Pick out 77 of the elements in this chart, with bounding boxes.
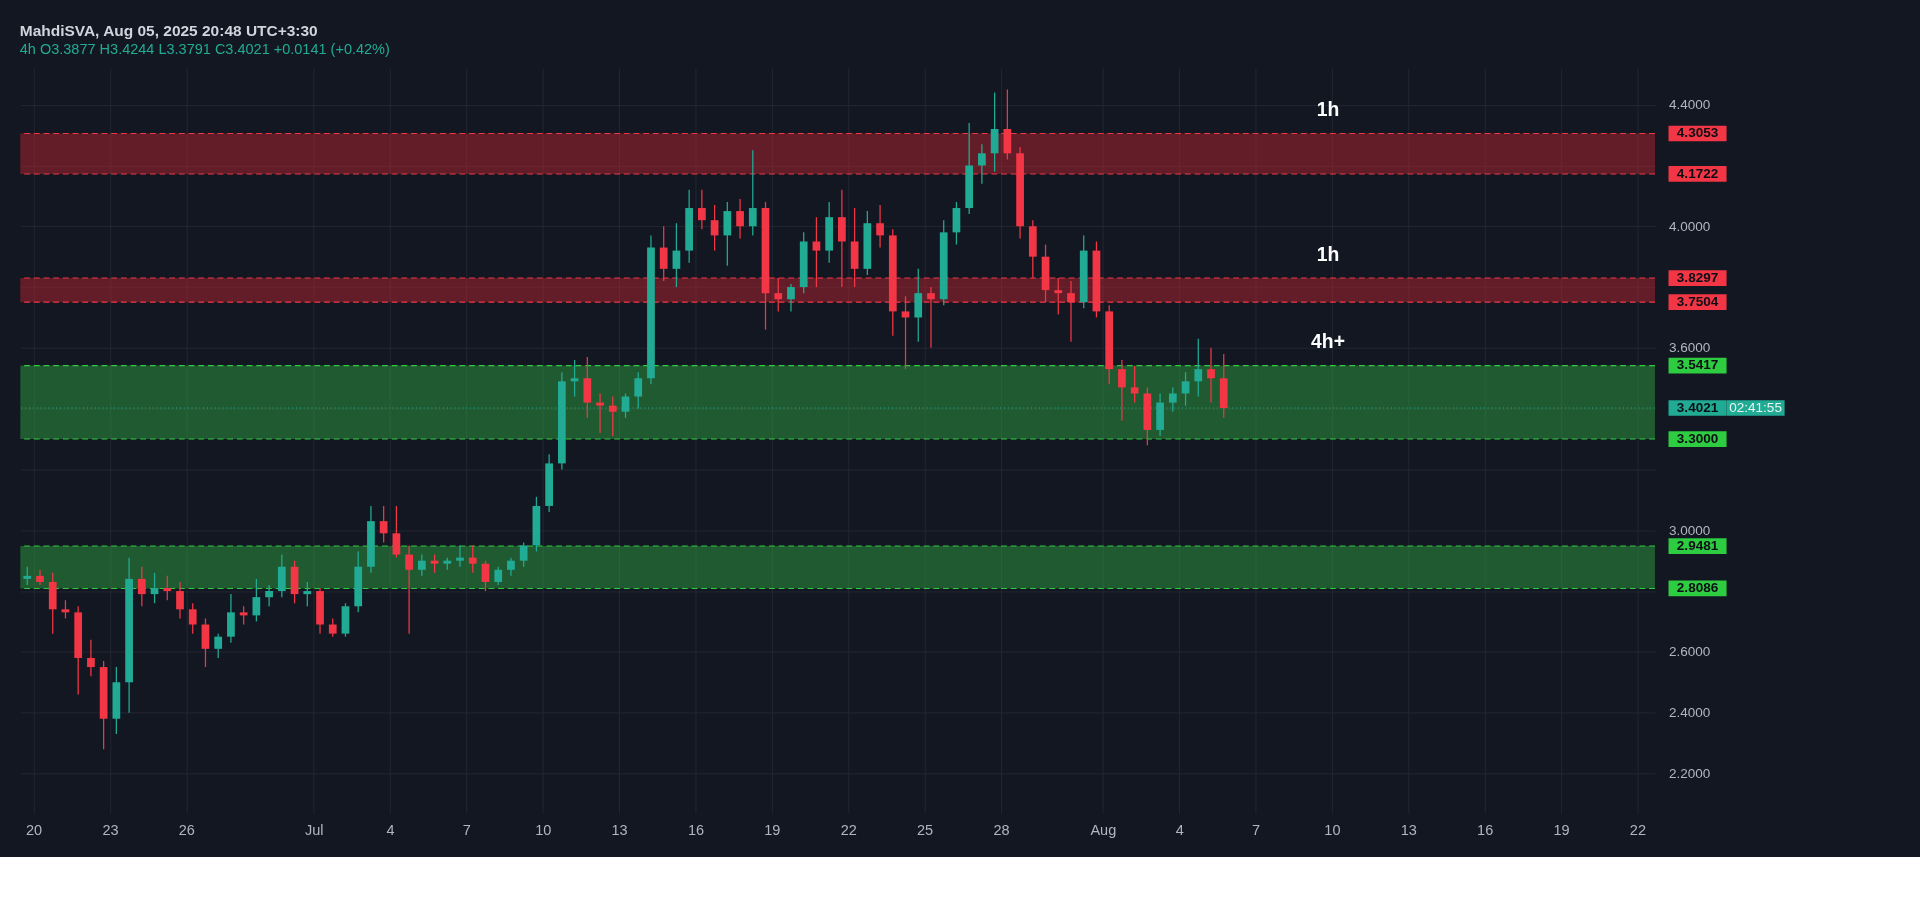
x-tick-label: 28: [993, 821, 1010, 838]
x-tick-label: 16: [1477, 821, 1494, 838]
x-tick-label: 7: [1252, 821, 1261, 838]
x-tick-label: 16: [687, 821, 705, 838]
y-tick-label: 4.0000: [1669, 218, 1711, 234]
x-tick-label: 26: [178, 821, 195, 838]
x-tick-label: 10: [1324, 821, 1341, 838]
candlestick: [736, 198, 744, 240]
candlestick: [596, 392, 604, 434]
candlestick: [748, 149, 757, 237]
candlestick: [1207, 347, 1215, 404]
candlestick: [1194, 338, 1203, 398]
x-tick-label: 13: [1400, 821, 1417, 838]
x-tick-label: 19: [1553, 821, 1570, 838]
candlestick: [978, 143, 986, 185]
x-tick-label: 20: [26, 821, 43, 838]
candlestick: [214, 633, 223, 659]
candlestick: [698, 189, 706, 230]
candlestick: [265, 584, 273, 607]
candlestick: [507, 557, 515, 577]
candlestick: [417, 553, 426, 577]
candlestick: [519, 541, 528, 568]
x-tick-label: 10: [535, 821, 552, 838]
candlestick: [494, 566, 503, 586]
ref-line-label: 2.8086: [1676, 580, 1719, 596]
ref-line-label: 3.4021: [1676, 399, 1719, 415]
candlestick: [468, 544, 477, 574]
y-tick-label: 4.4000: [1669, 97, 1711, 113]
candlestick: [876, 204, 884, 249]
candlestick: [176, 581, 184, 620]
chart-title: MahdiSVA, Aug 05, 2025 20:48 UTC+3:30: [19, 22, 318, 40]
candlestick: [634, 371, 643, 410]
x-tick-label: 4: [1175, 821, 1184, 838]
candlestick: [188, 602, 197, 635]
text: 02:41:55: [1729, 399, 1782, 415]
candlestick: [456, 544, 464, 568]
x-tick-label: 23: [102, 821, 119, 838]
x-tick-label: Aug: [1090, 821, 1117, 838]
band-label: 4h+: [1311, 330, 1345, 353]
x-tick-label: 19: [764, 821, 781, 838]
candlestick: [303, 581, 312, 607]
x-tick-label: 4: [386, 821, 395, 838]
candlestick: [608, 395, 617, 437]
candlestick: [239, 605, 248, 626]
ref-line-label: 3.3000: [1676, 430, 1719, 446]
candlestick: [137, 566, 146, 607]
ref-line-label: 3.5417: [1676, 357, 1719, 373]
candlestick: [1130, 365, 1139, 404]
candlestick: [392, 505, 401, 559]
y-tick-label: 2.4000: [1669, 705, 1711, 721]
x-tick-label: 22: [840, 821, 857, 838]
band-label: 1h: [1316, 242, 1340, 265]
ref-line-label: 3.8297: [1676, 269, 1719, 285]
candlestick: [787, 283, 795, 313]
x-tick-label: 25: [917, 821, 934, 838]
candlestick: [36, 569, 44, 586]
candlestick: [328, 617, 337, 638]
x-tick-label: 7: [462, 821, 471, 838]
band-label: 1h: [1316, 98, 1340, 121]
ref-line-label: 4.1722: [1676, 165, 1719, 181]
ref-line-label: 3.7504: [1676, 294, 1719, 310]
y-tick-label: 3.6000: [1669, 340, 1711, 356]
ref-line-label: 2.9481: [1676, 537, 1719, 553]
y-tick-label: 2.6000: [1669, 644, 1711, 660]
y-tick-label: 2.2000: [1669, 765, 1711, 781]
x-tick-label: Jul: [304, 821, 324, 838]
candlestick: [163, 575, 172, 601]
ref-line-label: 4.3053: [1676, 125, 1719, 141]
candlestick: [379, 505, 388, 544]
candlestick: [1118, 359, 1126, 422]
y-tick-label: 3.0000: [1669, 522, 1711, 538]
chart-subtitle: 4h O3.3877 H3.4244 L3.3791 C3.4021 +0.0141 (+0.42%): [19, 40, 390, 57]
candlestick: [405, 544, 413, 635]
x-tick-label: 22: [1629, 821, 1646, 838]
candlestick: [87, 639, 95, 677]
candlestick: [23, 566, 32, 586]
x-tick-label: 13: [611, 821, 628, 838]
